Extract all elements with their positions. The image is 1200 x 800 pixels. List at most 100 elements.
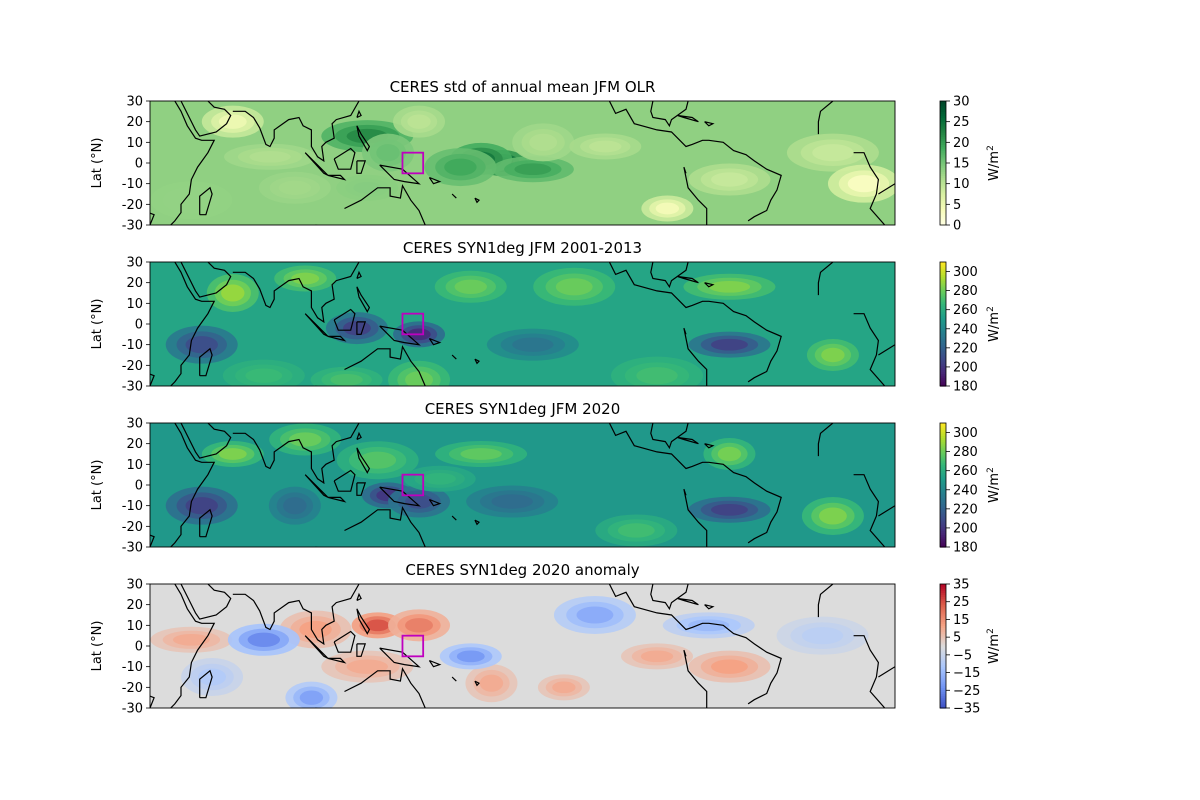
colorbar-segment (940, 534, 946, 538)
colorbar-segment (940, 464, 946, 467)
coastline (315, 224, 318, 225)
coastline (704, 443, 715, 449)
coastline (677, 114, 699, 123)
colorbar-segment (940, 431, 946, 434)
coastline (704, 604, 715, 610)
coastline (451, 515, 457, 521)
field-blob (812, 144, 854, 162)
colorbar-tick-label: 35 (953, 578, 970, 593)
coastline (199, 186, 213, 216)
colorbar-segment (940, 617, 946, 620)
colorbar-segment (940, 278, 946, 282)
colorbar-tick-label: −15 (953, 666, 980, 681)
coastline (379, 325, 421, 346)
field-blob (407, 114, 431, 129)
colorbar-segment (940, 324, 946, 327)
colorbar-segment (940, 454, 946, 457)
colorbar-segment (940, 359, 946, 362)
colorbar-segment (940, 478, 946, 482)
coastline (817, 262, 834, 296)
coastline (474, 358, 480, 365)
colorbar-segment (940, 317, 946, 321)
colorbar-segment (940, 503, 946, 507)
colorbar-segment (940, 598, 946, 602)
colorbar-segment (940, 212, 946, 216)
field-blob (617, 523, 655, 538)
colorbar-segment (940, 495, 946, 498)
field-blob (555, 278, 593, 296)
y-tick-label: 10 (126, 136, 143, 151)
colorbar-tick-label: 300 (953, 265, 978, 280)
coastline (356, 431, 362, 441)
colorbar-tick-label: 20 (953, 136, 970, 151)
coastline (608, 584, 782, 705)
y-tick-label: 30 (126, 417, 143, 432)
colorbar-segment (940, 699, 946, 703)
coastline (608, 101, 782, 222)
colorbar-segment (940, 200, 946, 203)
colorbar-segment (940, 101, 946, 104)
coastline (356, 125, 371, 152)
y-tick-label: -10 (122, 338, 143, 353)
colorbar-tick-label: 30 (953, 95, 970, 110)
colorbar-segment (940, 315, 946, 319)
y-tick-label: -10 (122, 177, 143, 192)
colorbar-segment (940, 344, 946, 348)
colorbar-segment (940, 268, 946, 271)
field-blob (576, 606, 614, 624)
coastline (333, 630, 356, 653)
coastline (232, 584, 360, 646)
coastline (304, 313, 329, 337)
y-tick-label: -10 (122, 499, 143, 514)
colorbar-segment (940, 140, 946, 143)
colorbar-segment (940, 544, 946, 548)
colorbar-segment (940, 643, 946, 647)
colorbar-segment (940, 175, 946, 179)
field-blob (710, 659, 748, 674)
coastline (327, 496, 347, 503)
colorbar-segment (940, 524, 946, 527)
colorbar-segment (940, 189, 946, 193)
colorbar-segment (940, 443, 946, 447)
colorbar-segment (940, 117, 946, 121)
colorbar-tick-label: 280 (953, 284, 978, 299)
coastline (704, 121, 715, 127)
colorbar-segment (940, 113, 946, 117)
colorbar-segment (940, 542, 946, 546)
colorbar-segment (940, 526, 946, 529)
y-tick-label: -20 (122, 681, 143, 696)
colorbar-segment (940, 474, 946, 478)
coastline (451, 354, 457, 360)
coastline (428, 498, 442, 507)
colorbar-segment (940, 183, 946, 187)
colorbar-segment (940, 332, 946, 335)
colorbar-tick-label: 25 (953, 115, 970, 130)
coastline (853, 474, 886, 547)
y-tick-label: 10 (126, 297, 143, 312)
coastline (315, 707, 318, 708)
colorbar-segment (940, 167, 946, 170)
colorbar-segment (940, 701, 946, 705)
coastline (608, 423, 782, 544)
colorbar-segment (940, 338, 946, 342)
colorbar-segment (940, 154, 946, 158)
map-field (150, 423, 895, 547)
y-tick-label: 20 (126, 276, 143, 291)
colorbar-segment (940, 435, 946, 439)
field-blob (172, 633, 210, 646)
coastline (474, 197, 480, 204)
colorbar-segment (940, 115, 946, 119)
colorbar-segment (940, 487, 946, 490)
colorbar-tick-label: 220 (953, 502, 978, 517)
colorbar-segment (940, 520, 946, 523)
coastline (853, 635, 886, 708)
y-tick-label: 20 (126, 598, 143, 613)
coastline (304, 474, 329, 498)
colorbar-segment (940, 693, 946, 697)
coastline (327, 335, 347, 342)
coastline (878, 666, 895, 678)
y-axis-label: Lat (°N) (90, 299, 105, 350)
field-blob (818, 507, 847, 525)
colorbar-segment (940, 697, 946, 701)
field-blob (847, 175, 881, 193)
